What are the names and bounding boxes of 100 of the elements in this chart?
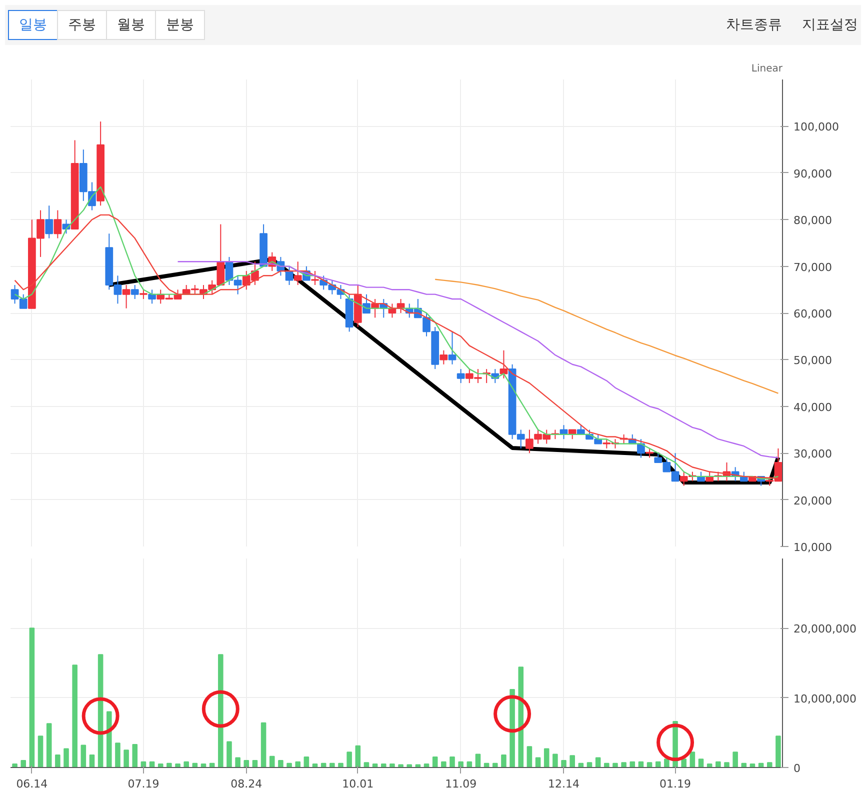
bar: [570, 755, 575, 768]
candlestick: [311, 270, 319, 286]
bar: [561, 760, 566, 768]
bar: [364, 762, 370, 768]
candlestick: [122, 284, 130, 309]
x-tick-label: 12.14: [548, 778, 580, 790]
x-tick-label: 08.24: [230, 778, 262, 790]
bar: [20, 760, 26, 768]
bar: [475, 754, 481, 768]
candlestick: [500, 350, 508, 379]
bar: [218, 654, 224, 768]
line-series: [434, 278, 779, 394]
bar: [724, 762, 730, 768]
candlestick: [45, 205, 54, 239]
bar: [390, 764, 395, 768]
y-tick-label: 70,000: [794, 260, 832, 274]
y-tick-label: 0: [794, 762, 800, 775]
bar: [380, 764, 386, 768]
bar: [124, 750, 129, 768]
y-tick-label: 90,000: [794, 167, 832, 180]
bar: [690, 752, 696, 768]
bar: [355, 745, 361, 768]
bar: [441, 761, 446, 768]
bar: [46, 723, 52, 768]
point: [494, 695, 532, 733]
bar: [432, 756, 438, 768]
bar: [304, 756, 310, 768]
bar: [72, 664, 78, 768]
bar: [492, 762, 498, 768]
bar: [235, 757, 240, 768]
y-tick-label: 20,000,000: [794, 622, 856, 636]
x-tick-label: 11.09: [445, 778, 477, 790]
bar: [510, 688, 515, 768]
text: 분봉: [155, 10, 205, 40]
bar: [681, 758, 686, 768]
bar: [184, 761, 189, 768]
bar: [80, 744, 86, 768]
bar: [12, 764, 18, 768]
text: 일봉: [8, 10, 58, 40]
bar: [64, 748, 69, 768]
bar: [732, 752, 738, 768]
bar: [158, 764, 164, 768]
text: 월봉: [106, 10, 156, 40]
candlestick: [140, 289, 148, 300]
candlestick: [646, 448, 654, 458]
bar: [664, 758, 670, 768]
bar: [269, 756, 275, 768]
bar: [776, 736, 781, 768]
bar: [535, 757, 541, 768]
text: 차트종류: [726, 17, 782, 33]
bar: [604, 762, 610, 768]
bar: [544, 748, 550, 768]
point: [202, 690, 240, 728]
bar: [244, 760, 250, 768]
candlestick: [456, 368, 465, 384]
point: [82, 697, 120, 735]
x-tick-label: 10.01: [342, 778, 374, 790]
bar: [716, 761, 721, 768]
text: 지표설정: [802, 17, 858, 33]
bar: [175, 764, 180, 768]
bar: [501, 754, 506, 768]
bar: [621, 762, 626, 768]
candlestick: [440, 350, 448, 365]
y-tick-label: 20,000: [794, 494, 832, 508]
y-tick-label: 60,000: [794, 308, 832, 320]
bar: [450, 756, 455, 768]
bar: [346, 752, 352, 768]
bar: [330, 762, 335, 768]
bar: [55, 754, 60, 768]
candlestick: [130, 284, 139, 300]
bar: [89, 754, 95, 768]
y-tick-label: 80,000: [794, 214, 832, 228]
bar: [286, 762, 292, 768]
y-tick-label: 40,000: [794, 400, 832, 414]
y-tick-label: 10,000: [794, 541, 832, 554]
x-tick-label: 07.19: [128, 778, 160, 790]
x-tick-label: 06.14: [16, 778, 48, 790]
bar: [260, 722, 266, 768]
bar: [226, 741, 232, 768]
bar: [115, 742, 120, 768]
x-tick-label: 01.19: [660, 778, 692, 790]
y-tick-label: 50,000: [794, 354, 832, 368]
bar: [38, 736, 44, 768]
bar: [338, 762, 344, 768]
candlestick: [54, 210, 62, 239]
bar: [655, 761, 661, 768]
bar: [29, 628, 35, 768]
bar: [278, 760, 284, 768]
text: 주봉: [57, 10, 107, 40]
bar: [612, 762, 618, 768]
y-tick-label: 10,000,000: [794, 692, 856, 706]
y-tick-label: 100,000: [794, 120, 839, 134]
bar: [398, 764, 404, 768]
point: [656, 724, 694, 762]
bar: [132, 744, 138, 768]
bar: [698, 758, 704, 768]
bar: [586, 762, 592, 768]
bar: [552, 754, 558, 768]
bar: [166, 762, 172, 768]
bar: [630, 761, 636, 768]
